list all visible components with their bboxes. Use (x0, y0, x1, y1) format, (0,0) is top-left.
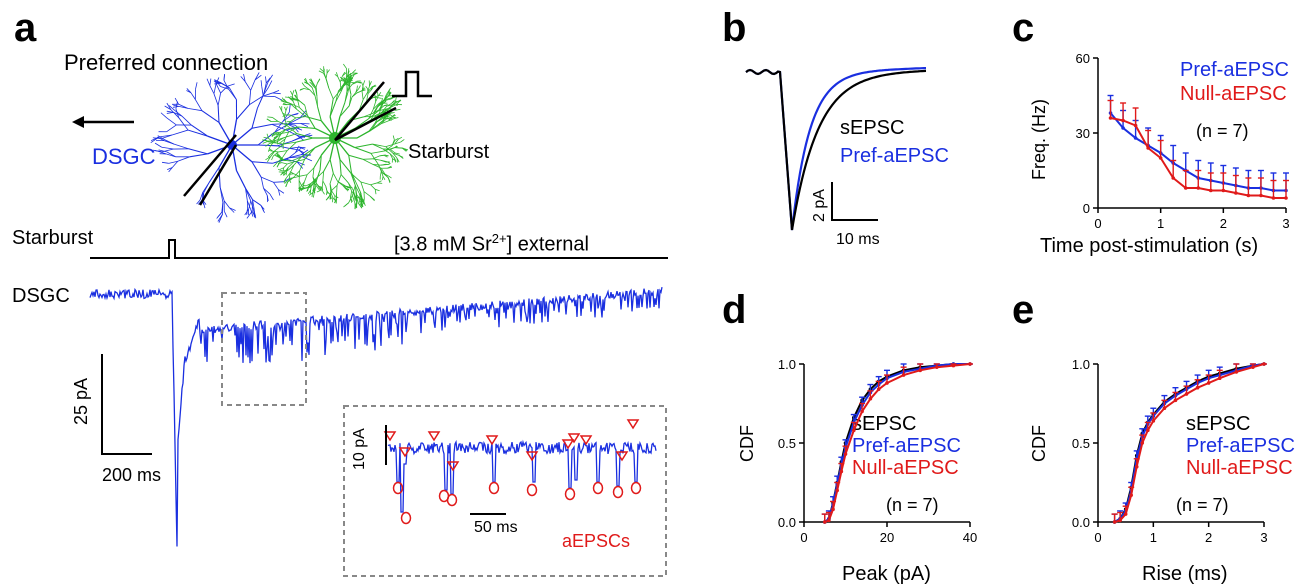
y-tick-label: 0.0 (1072, 515, 1090, 530)
condition-label: [3.8 mM Sr2+] external (394, 231, 589, 256)
legend-pref-c: Pref-aEPSC (1180, 59, 1289, 81)
dsgc-current-trace (89, 286, 663, 547)
panel-c-xlabel: Time post-stimulation (s) (1040, 235, 1259, 257)
legend-pref-d: Pref-aEPSC (852, 435, 961, 457)
legend-pref-e: Pref-aEPSC (1186, 435, 1295, 457)
event-onset-marker (398, 447, 412, 458)
series-line-null-aepsc (824, 363, 971, 523)
inset-box (343, 405, 667, 577)
event-onset-marker (427, 431, 441, 442)
event-peak-marker (630, 481, 642, 495)
panel-a-letter: a (14, 6, 37, 50)
event-peak-marker (446, 493, 458, 507)
event-onset-marker (446, 461, 460, 472)
x-tick-label: 0 (800, 530, 807, 545)
panel-d-n-label: (n = 7) (886, 495, 939, 515)
inset-scale-x-label: 50 ms (474, 519, 518, 536)
sepsc-average-trace (745, 68, 927, 231)
y-tick-label: 0.5 (778, 436, 796, 451)
legend-sepsc-e: sEPSC (1186, 413, 1251, 435)
series-line-pref-aepsc (1114, 363, 1265, 523)
zoom-region-box (221, 292, 307, 406)
panel-e-n-label: (n = 7) (1176, 495, 1229, 515)
panel-e-xlabel: Rise (ms) (1142, 563, 1228, 585)
starburst-neuron-drawing (262, 63, 408, 210)
panel-b-letter: b (722, 6, 747, 50)
trace-row-label: DSGC (12, 285, 70, 307)
event-peak-marker (488, 481, 500, 495)
event-onset-marker (567, 433, 581, 444)
y-tick-label: 0.5 (1072, 436, 1090, 451)
pref-aepsc-average-trace (745, 67, 926, 231)
panel-b-scale-x: 10 ms (836, 231, 880, 248)
dsgc-neuron-drawing (150, 72, 313, 223)
legend-null-e: Null-aEPSC (1186, 457, 1293, 479)
event-onset-marker (485, 435, 499, 446)
dsgc-electrode (183, 134, 237, 197)
inset-trace (387, 439, 657, 513)
y-tick-label: 30 (1076, 126, 1090, 141)
x-tick-label: 2 (1205, 530, 1212, 545)
x-tick-label: 1 (1150, 530, 1157, 545)
series-line-null-aepsc (1114, 363, 1265, 523)
event-onset-marker (615, 451, 629, 462)
y-tick-label: 0 (1083, 201, 1090, 216)
stim-row-label: Starburst (12, 227, 94, 249)
series-line-pref-aepsc (824, 363, 970, 523)
event-peak-marker (612, 485, 624, 499)
dsgc-cell-label: DSGC (92, 144, 156, 169)
x-tick-label: 2 (1220, 216, 1227, 231)
pulse-icon (392, 70, 432, 98)
event-peak-marker (526, 483, 538, 497)
direction-arrow-icon (72, 116, 134, 128)
legend-sepsc-d: sEPSC (852, 413, 917, 435)
legend-sepsc-b: sEPSC (840, 117, 905, 139)
y-tick-label: 60 (1076, 51, 1090, 66)
event-onset-marker (579, 435, 593, 446)
y-tick-label: 0.0 (778, 515, 796, 530)
panel-a-title: Preferred connection (64, 50, 269, 75)
x-tick-label: 3 (1260, 530, 1267, 545)
chart-d: 0.0 0.5 1.0 0 20 40 (778, 357, 977, 545)
panel-c-letter: c (1012, 6, 1035, 50)
chart-e: 0.0 0.5 1.0 0 1 2 3 (1072, 357, 1268, 545)
y-tick-label: 1.0 (1072, 357, 1090, 372)
chart-c: 0 30 60 0 1 2 3 (1076, 51, 1290, 231)
event-onset-marker (626, 419, 640, 430)
y-tick-label: 1.0 (778, 357, 796, 372)
x-tick-label: 20 (880, 530, 894, 545)
legend-null-c: Null-aEPSC (1180, 83, 1287, 105)
legend-pref-b: Pref-aEPSC (840, 145, 949, 167)
x-tick-label: 0 (1094, 530, 1101, 545)
panel-d-xlabel: Peak (pA) (842, 563, 931, 585)
scale-bar (101, 354, 152, 455)
dsgc-electrode-2 (198, 144, 238, 206)
x-tick-label: 3 (1282, 216, 1289, 231)
inset-event-markers (383, 419, 642, 525)
inset-events-label: aEPSCs (562, 531, 631, 551)
x-tick-label: 0 (1094, 216, 1101, 231)
panel-c-n-label: (n = 7) (1196, 121, 1249, 141)
legend-null-d: Null-aEPSC (852, 457, 959, 479)
event-peak-marker (392, 481, 404, 495)
x-tick-label: 40 (963, 530, 977, 545)
panel-b-scale-bar (831, 182, 878, 221)
starburst-electrode-2 (334, 106, 397, 142)
event-peak-marker (400, 511, 412, 525)
x-tick-label: 1 (1157, 216, 1164, 231)
event-onset-marker (383, 431, 397, 442)
stim-trace (90, 239, 668, 259)
event-onset-marker (525, 451, 539, 462)
event-peak-marker (592, 481, 604, 495)
panel-e-letter: e (1012, 288, 1035, 332)
scale-x-label: 200 ms (102, 465, 162, 485)
event-peak-marker (564, 487, 576, 501)
panel-d-letter: d (722, 288, 747, 332)
event-onset-marker (561, 439, 575, 450)
starburst-cell-label: Starburst (408, 141, 490, 163)
starburst-electrode (334, 81, 385, 141)
series-line-null-aepsc (1110, 117, 1286, 199)
